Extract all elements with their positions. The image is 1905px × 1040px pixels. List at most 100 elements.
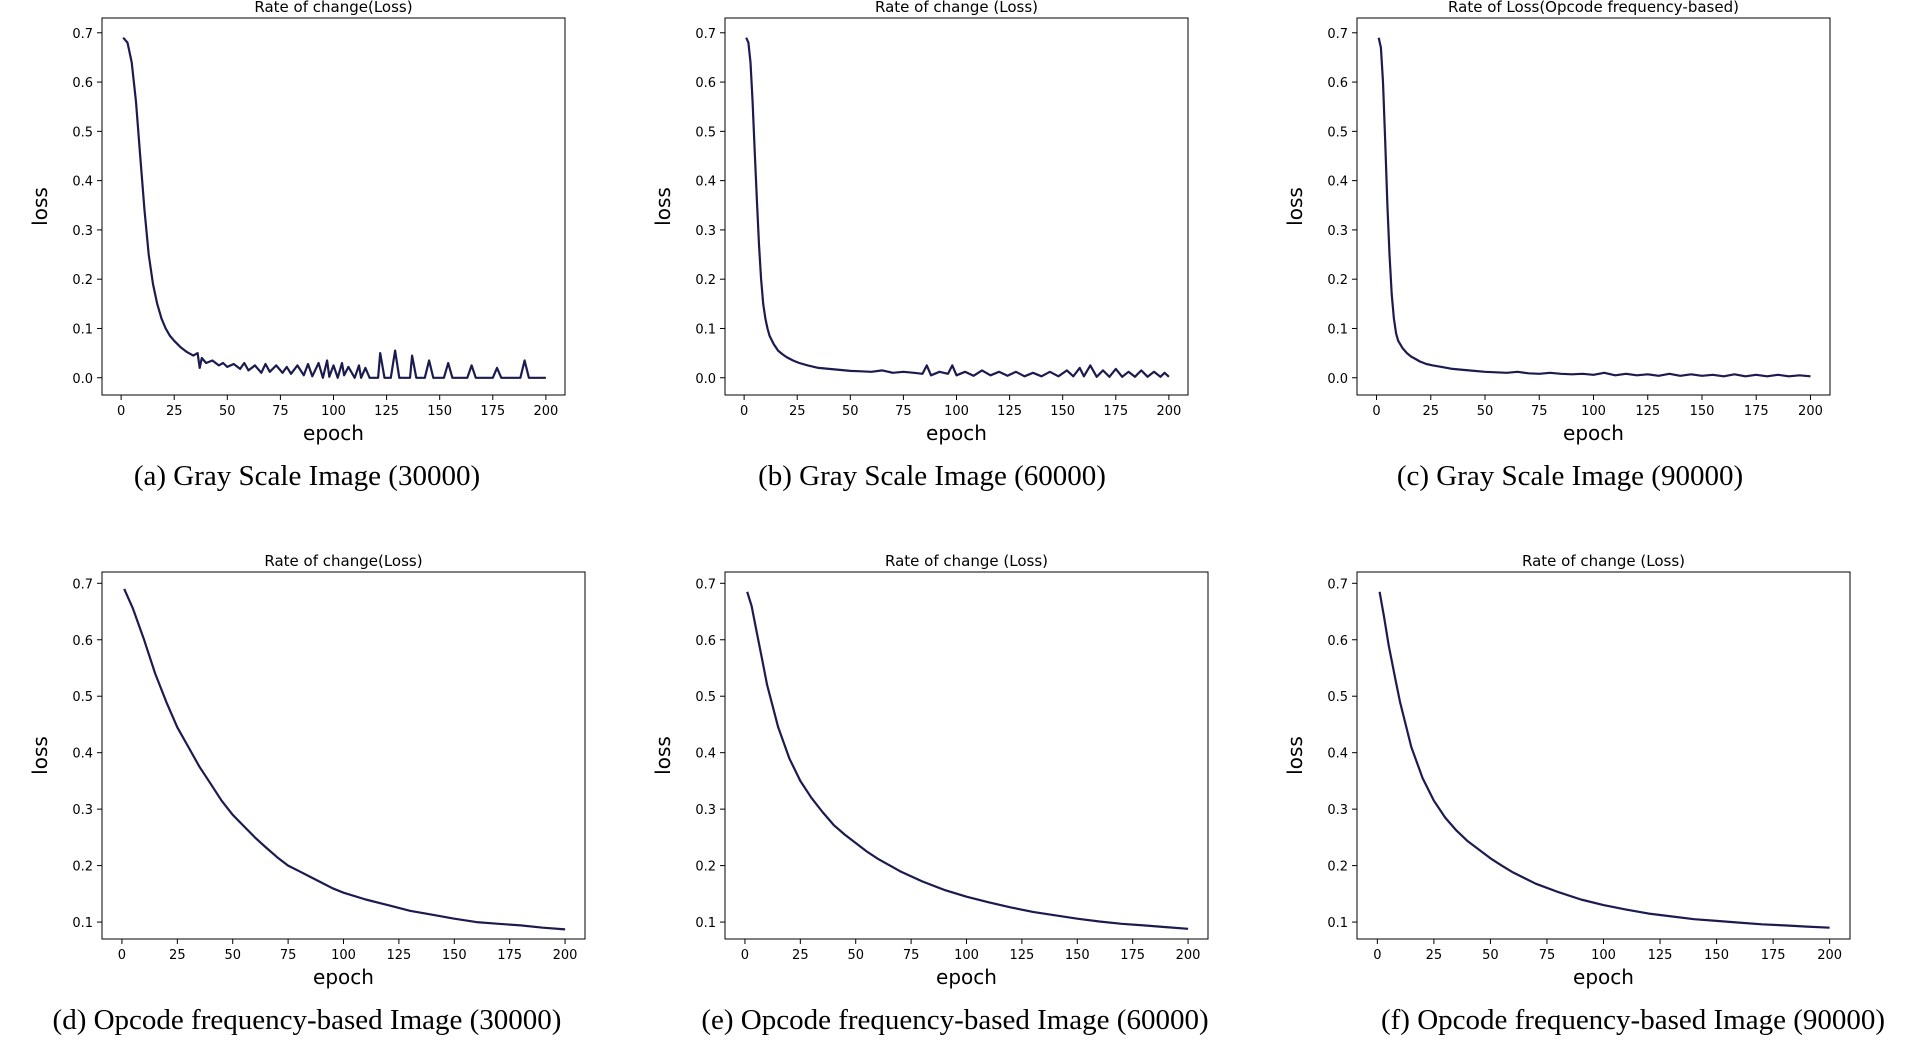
chart-2-caption: (c) Gray Scale Image (90000) xyxy=(1397,460,1743,492)
chart-5: Rate of change (Loss) 0 25 50 75 100 125 150 175… xyxy=(1283,552,1885,1036)
chart-4-y-tick-label: 0.6 xyxy=(695,634,716,649)
chart-5-x-tick-label: 0 xyxy=(1373,948,1381,963)
chart-3-y-tick-label: 0.6 xyxy=(72,634,93,649)
chart-1-x-tick-label: 75 xyxy=(895,404,912,419)
chart-2-x-tick-label: 150 xyxy=(1690,404,1715,419)
chart-2-x-tick-label: 200 xyxy=(1798,404,1823,419)
chart-2-x-axis-label: epoch xyxy=(1563,421,1624,445)
chart-3-y-tick-label: 0.7 xyxy=(72,577,93,592)
chart-0-y-tick-label: 0.6 xyxy=(72,76,93,91)
chart-0-x-tick-label: 175 xyxy=(480,404,505,419)
chart-4-y-axis-label: loss xyxy=(651,736,675,775)
chart-0-x-tick-label: 0 xyxy=(117,404,125,419)
chart-1-x-axis-label: epoch xyxy=(926,421,987,445)
chart-3-title: Rate of change(Loss) xyxy=(264,552,422,570)
chart-2-x-tick-label: 25 xyxy=(1422,404,1439,419)
chart-2-x-tick-label: 75 xyxy=(1531,404,1548,419)
chart-2-y-tick-label: 0.7 xyxy=(1327,27,1348,42)
chart-1-y-tick-label: 0.6 xyxy=(695,76,716,91)
chart-4-x-tick-label: 75 xyxy=(903,948,920,963)
chart-3-x-tick-label: 125 xyxy=(386,948,411,963)
chart-5-x-tick-label: 125 xyxy=(1648,948,1673,963)
chart-3-x-tick-label: 75 xyxy=(280,948,297,963)
chart-2-y-tick-label: 0.0 xyxy=(1327,372,1348,387)
chart-4-y-tick-label: 0.3 xyxy=(695,803,716,818)
chart-1-y-tick-label: 0.1 xyxy=(695,322,716,337)
chart-4-y-tick-label: 0.7 xyxy=(695,577,716,592)
chart-1-y-tick-label: 0.0 xyxy=(695,372,716,387)
chart-0-y-tick-label: 0.0 xyxy=(72,372,93,387)
chart-5-y-axis-label: loss xyxy=(1283,736,1307,775)
chart-2-x-tick-label: 0 xyxy=(1372,404,1380,419)
chart-5-caption: (f) Opcode frequency-based Image (90000) xyxy=(1381,1004,1885,1036)
chart-5-y-tick-label: 0.2 xyxy=(1327,860,1348,875)
chart-2: Rate of Loss(Opcode frequency-based) 0 25 5… xyxy=(1283,0,1831,492)
chart-5-x-tick-label: 50 xyxy=(1482,948,1499,963)
chart-4-series-line-0 xyxy=(746,591,1189,930)
chart-3-series-line-0 xyxy=(123,588,566,931)
chart-5-title: Rate of change (Loss) xyxy=(1522,552,1685,570)
chart-4-x-tick-label: 200 xyxy=(1176,948,1201,963)
chart-4-caption: (e) Opcode frequency-based Image (60000) xyxy=(701,1004,1208,1036)
chart-3-y-tick-label: 0.1 xyxy=(72,916,93,931)
chart-2-y-tick-label: 0.2 xyxy=(1327,273,1348,288)
chart-3-x-tick-label: 25 xyxy=(169,948,186,963)
chart-3-y-tick-label: 0.4 xyxy=(72,747,93,762)
chart-3-x-tick-label: 100 xyxy=(331,948,356,963)
chart-1-x-tick-label: 175 xyxy=(1103,404,1128,419)
chart-3-y-tick-label: 0.3 xyxy=(72,803,93,818)
chart-0: Rate of change(Loss) 0 25 50 75 100 125 150 175 2… xyxy=(28,0,566,492)
chart-4-x-tick-label: 125 xyxy=(1009,948,1034,963)
chart-0-x-axis-label: epoch xyxy=(303,421,364,445)
chart-4-x-tick-label: 150 xyxy=(1065,948,1090,963)
chart-3-x-axis-label: epoch xyxy=(313,965,374,989)
chart-4-x-tick-label: 50 xyxy=(847,948,864,963)
chart-3-y-tick-label: 0.5 xyxy=(72,690,93,705)
chart-5-y-tick-label: 0.7 xyxy=(1327,577,1348,592)
chart-0-x-tick-label: 200 xyxy=(533,404,558,419)
chart-0-y-axis-label: loss xyxy=(28,187,52,226)
chart-2-y-tick-label: 0.5 xyxy=(1327,125,1348,140)
chart-5-x-tick-label: 75 xyxy=(1539,948,1556,963)
chart-1-x-tick-label: 150 xyxy=(1050,404,1075,419)
chart-2-y-axis-label: loss xyxy=(1283,187,1307,226)
chart-0-series-line-0 xyxy=(122,36,546,379)
chart-4-x-tick-label: 0 xyxy=(741,948,749,963)
chart-1-x-tick-label: 100 xyxy=(944,404,969,419)
chart-1-x-tick-label: 25 xyxy=(789,404,806,419)
chart-1-caption: (b) Gray Scale Image (60000) xyxy=(758,460,1106,492)
chart-2-y-tick-label: 0.3 xyxy=(1327,224,1348,239)
chart-3-x-tick-label: 50 xyxy=(224,948,241,963)
chart-5-y-tick-label: 0.6 xyxy=(1327,634,1348,649)
chart-3-caption: (d) Opcode frequency-based Image (30000) xyxy=(53,1004,562,1036)
chart-4-x-axis-label: epoch xyxy=(936,965,997,989)
chart-4-y-tick-label: 0.5 xyxy=(695,690,716,705)
chart-3-x-tick-label: 175 xyxy=(497,948,522,963)
chart-4-y-tick-label: 0.4 xyxy=(695,747,716,762)
chart-4-x-tick-label: 100 xyxy=(954,948,979,963)
chart-0-title: Rate of change(Loss) xyxy=(254,0,412,16)
chart-5-x-tick-label: 175 xyxy=(1761,948,1786,963)
chart-0-caption: (a) Gray Scale Image (30000) xyxy=(134,460,480,492)
chart-0-y-tick-label: 0.3 xyxy=(72,224,93,239)
chart-0-x-tick-label: 150 xyxy=(427,404,452,419)
chart-1-y-tick-label: 0.7 xyxy=(695,27,716,42)
chart-5-series-line-0 xyxy=(1378,591,1830,929)
chart-3-x-tick-label: 0 xyxy=(118,948,126,963)
chart-5-y-tick-label: 0.4 xyxy=(1327,747,1348,762)
chart-1-plot-frame xyxy=(724,17,1189,396)
chart-2-y-tick-label: 0.1 xyxy=(1327,322,1348,337)
chart-0-y-tick-label: 0.4 xyxy=(72,175,93,190)
chart-0-y-tick-label: 0.2 xyxy=(72,273,93,288)
chart-5-plot-frame xyxy=(1356,571,1851,940)
chart-2-x-tick-label: 100 xyxy=(1581,404,1606,419)
chart-0-x-tick-label: 75 xyxy=(272,404,289,419)
chart-1-x-tick-label: 200 xyxy=(1156,404,1181,419)
chart-4-y-tick-label: 0.2 xyxy=(695,860,716,875)
chart-1-y-tick-label: 0.2 xyxy=(695,273,716,288)
chart-4: Rate of change (Loss) 0 25 50 75 100 125 150 175… xyxy=(651,552,1209,1036)
chart-1-series-line-0 xyxy=(745,37,1170,378)
chart-2-plot-frame xyxy=(1356,17,1831,396)
chart-1-y-tick-label: 0.5 xyxy=(695,125,716,140)
